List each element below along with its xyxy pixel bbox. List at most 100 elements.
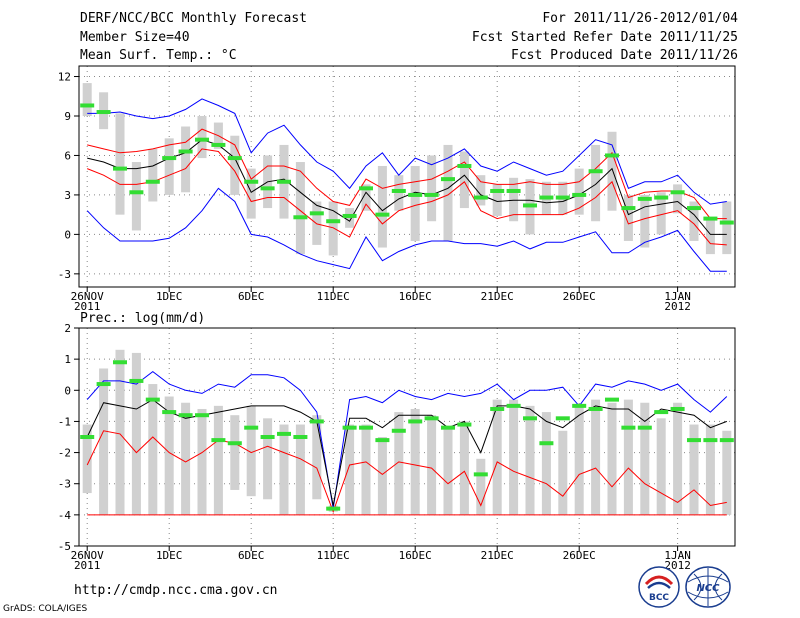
observed-marker: [113, 360, 127, 365]
series-line-mean: [86, 399, 727, 506]
observed-marker: [588, 406, 603, 411]
bcc-logo-text: BCC: [649, 593, 669, 603]
range-bar: [509, 177, 519, 222]
y-tick-label: 0: [64, 384, 71, 397]
y-tick-label: 3: [64, 189, 71, 202]
observed-marker: [293, 215, 308, 220]
y-tick-label: 2: [64, 322, 71, 335]
range-bar: [705, 424, 715, 515]
y-tick-label: -4: [58, 509, 72, 522]
x-tick-label: 26DEC: [563, 549, 596, 562]
range-bar: [230, 415, 240, 490]
observed-marker: [473, 472, 488, 477]
y-tick-label: 1: [64, 353, 71, 366]
range-bar: [476, 458, 486, 515]
x-tick-label: 26DEC: [563, 290, 596, 303]
y-tick-label: -3: [58, 478, 71, 491]
range-bar: [345, 424, 355, 515]
series-line-spread_lower: [87, 148, 727, 246]
range-bar: [181, 402, 191, 515]
ncc-logo-icon: NCC: [685, 566, 731, 608]
x-tick-label: 16DEC: [399, 290, 432, 303]
observed-marker: [473, 195, 488, 200]
observed-marker: [703, 216, 718, 221]
range-bar: [279, 424, 289, 515]
x-tick-label: 11DEC: [317, 549, 350, 562]
range-bar: [148, 384, 158, 515]
range-bar: [722, 430, 732, 515]
range-bar: [673, 402, 683, 515]
start-date: Fcst Started Refer Date 2011/11/25: [471, 30, 738, 45]
range-bar: [722, 201, 732, 255]
observed-marker: [506, 188, 521, 193]
x-tick-label: 1JAN: [664, 290, 691, 303]
x-tick-label: 11DEC: [317, 290, 350, 303]
range-bar: [361, 184, 371, 211]
observed-marker: [375, 438, 390, 443]
range-bar: [623, 194, 633, 241]
precip-variable-label: Prec.: log(mm/d): [80, 311, 205, 326]
range-bar: [295, 162, 305, 255]
series-line-max: [86, 370, 728, 509]
observed-marker: [523, 416, 537, 421]
x-tick-sublabel: 2011: [74, 300, 101, 313]
plot-frame: [78, 65, 736, 288]
source-url[interactable]: http://cmdp.ncc.cma.gov.cn: [74, 583, 278, 598]
range-bar: [574, 405, 584, 515]
range-bar: [115, 113, 125, 215]
range-bar: [705, 218, 715, 255]
range-bar: [377, 165, 387, 248]
range-bar: [148, 148, 158, 202]
observed-marker: [260, 186, 275, 191]
observed-marker: [506, 403, 521, 408]
observed-marker: [80, 435, 95, 439]
range-bar: [197, 115, 207, 159]
range-bar: [394, 412, 404, 515]
observed-marker: [441, 177, 455, 182]
range-bar: [213, 405, 223, 515]
range-bar: [131, 352, 141, 515]
x-tick-label: 26NOV: [71, 549, 104, 562]
observed-marker: [342, 425, 357, 430]
observed-marker: [539, 195, 554, 200]
ncc-logo-text: NCC: [696, 583, 720, 594]
observed-marker: [391, 428, 406, 433]
range-bar: [263, 418, 273, 500]
range-bar: [673, 184, 683, 214]
range-bar: [328, 201, 338, 256]
range-bar: [640, 194, 650, 248]
range-bar: [476, 175, 486, 206]
observed-marker: [359, 425, 373, 430]
observed-marker: [195, 137, 209, 142]
observed-marker: [309, 419, 324, 424]
observed-marker: [342, 213, 357, 218]
observed-marker: [555, 195, 570, 200]
chart-title: DERF/NCC/BCC Monthly Forecast: [80, 11, 307, 26]
range-bar: [99, 368, 109, 515]
observed-marker: [145, 397, 160, 402]
range-bar: [427, 415, 437, 515]
observed-marker: [457, 163, 472, 168]
observed-marker: [293, 435, 308, 439]
range-bar: [509, 399, 519, 515]
x-tick-label: 6DEC: [238, 549, 265, 562]
plot-frame: [78, 327, 736, 547]
range-bar: [640, 402, 650, 515]
forecast-period: For 2011/11/26-2012/01/04: [542, 11, 738, 26]
observed-marker: [129, 190, 144, 195]
y-tick-label: 12: [58, 71, 71, 84]
x-tick-label: 1JAN: [664, 549, 691, 562]
y-tick-label: 6: [64, 149, 71, 162]
observed-marker: [457, 422, 472, 427]
observed-marker: [490, 188, 505, 193]
range-bar: [689, 201, 699, 241]
grads-credit: GrADS: COLA/IGES: [3, 604, 88, 614]
y-tick-label: -5: [58, 540, 71, 553]
bcc-logo-icon: BCC: [638, 566, 680, 608]
observed-marker: [424, 192, 439, 197]
range-bar: [607, 131, 617, 211]
observed-marker: [277, 179, 291, 184]
range-bar: [410, 408, 420, 515]
